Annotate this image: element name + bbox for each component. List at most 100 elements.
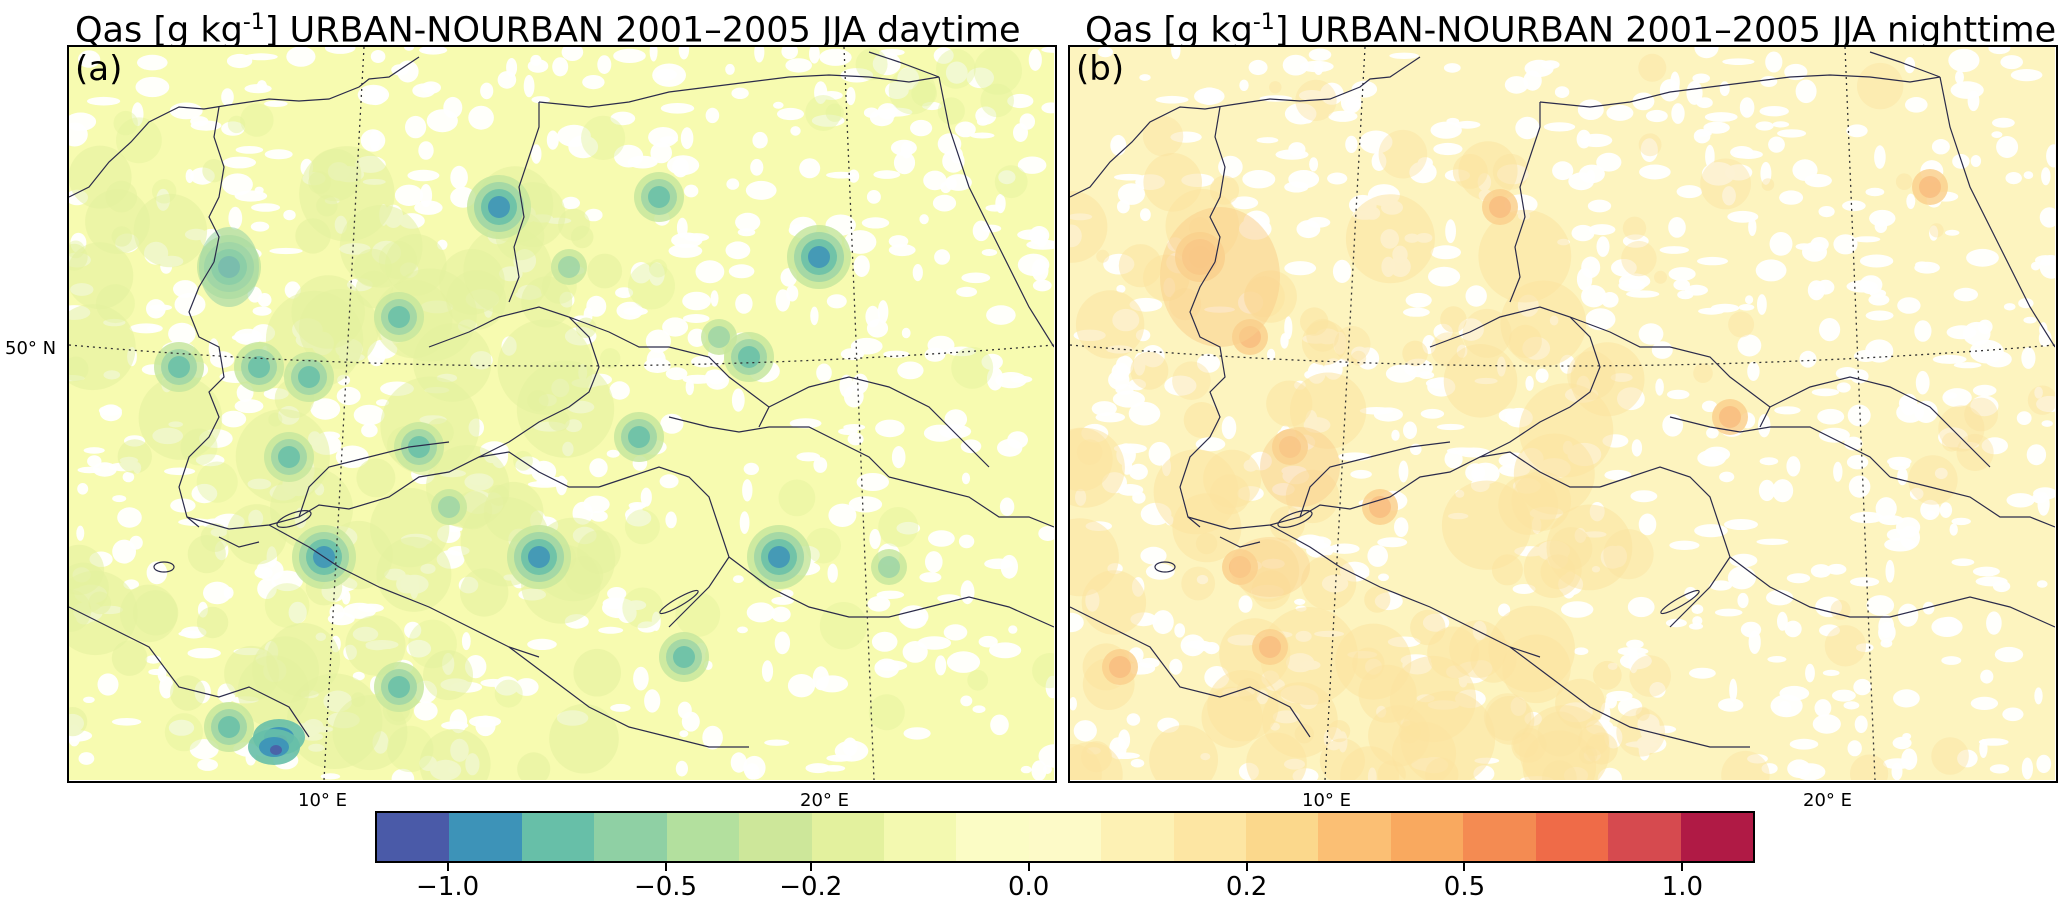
lakes [1154,510,1700,615]
border-line [1939,76,2055,348]
city-hotspot [648,186,670,208]
colorbar-cell [1608,813,1681,861]
border-line [938,76,1054,348]
city-hotspot [408,436,430,458]
panel-b-title: Qas [g kg-1] URBAN-NOURBAN 2001–2005 JJA… [1085,10,2057,51]
colorbar-cell [1173,813,1247,861]
lon-label-a-10e: 10° E [298,790,347,811]
city-hotspot [168,356,190,378]
border-line [178,261,225,528]
border-line [668,416,890,478]
border-line [218,536,260,548]
city-hotspot [388,676,410,698]
country-borders [1070,51,2055,748]
border-line [868,51,940,78]
anomaly-blobs [1070,53,2055,780]
border-line [1070,56,1421,198]
parallel-50n [69,344,1054,367]
meridian-10e [1324,47,1366,780]
city-hotspot [438,496,460,518]
border-line [508,646,749,748]
panel-a-label: (a) [75,49,123,89]
colorbar-tick-mark [809,863,812,871]
lon-label-a-20e: 20° E [800,790,849,811]
colorbar-cell [1318,813,1391,861]
colorbar-cell [1535,813,1609,861]
anomaly-blobs [69,47,1054,780]
colorbar-cell [1246,813,1319,861]
border-line [1669,416,1891,478]
border-line [1269,524,1541,658]
colorbar-tick-mark [1463,863,1466,871]
city-hotspot [218,716,240,738]
graticule [69,47,1054,780]
lakes [153,510,699,615]
border-line [1179,261,1226,528]
border-line [186,451,599,530]
city-hotspot [768,546,790,568]
border-line [598,466,730,628]
colorbar-cell [666,813,740,861]
city-hotspot [488,196,510,218]
border-line [1209,106,1226,263]
meridian-20e [843,47,875,780]
border-line [568,316,770,428]
border-line [768,376,990,468]
city-hotspot [558,256,580,278]
city-hotspot [1229,556,1251,578]
colorbar-cell [449,813,522,861]
colorbar-cell [1101,813,1174,861]
lat-label-50n: 50° N [5,338,57,359]
colorbar-cell [521,813,595,861]
border-line [1070,606,1311,738]
border-line [1509,102,1541,303]
border-line [268,524,540,658]
graticule [1070,47,2055,780]
colorbar-tick-mark [1027,863,1030,871]
panel-b-label: (b) [1076,49,1125,89]
colorbar-tick-mark [664,863,667,871]
border-line [1219,536,1261,548]
city-hotspot [1369,496,1391,518]
colorbar-cell [377,813,450,861]
border-line [428,306,600,458]
border-line [69,606,310,738]
city-hotspot [808,246,830,268]
border-line [1187,451,1600,530]
border-line [1299,441,1451,518]
border-line [538,74,940,108]
city-hotspot [738,346,760,368]
border-line [1539,74,1941,108]
colorbar-tick-label: 0.0 [1007,872,1050,902]
colorbar-cell [739,813,812,861]
meridian-10e [323,47,365,780]
city-hotspot [1109,656,1131,678]
map-a-canvas [69,47,1054,780]
border-line [888,476,1054,528]
colorbar-cell [1463,813,1536,861]
border-line [1889,476,2055,528]
city-hotspot [628,426,650,448]
colorbar-cell [1390,813,1464,861]
colorbar-tick-label: 0.5 [1443,872,1486,902]
city-hotspot [388,306,410,328]
colorbar-cell [883,813,957,861]
border-line [1869,51,1941,78]
border-line [1509,646,1750,748]
map-b-canvas [1070,47,2055,780]
country-borders [69,51,1054,748]
lon-label-b-10e: 10° E [1302,790,1351,811]
border-line [508,102,540,303]
colorbar [375,811,1755,863]
colorbar-cell [594,813,667,861]
border-line [208,106,225,263]
city-hotspot [1259,636,1281,658]
border-line [69,56,420,198]
city-hotspot [878,556,900,578]
colorbar-cell [811,813,884,861]
city-hotspot [298,366,320,388]
border-line [1769,376,1991,468]
border-line [1429,306,1601,458]
border-line [1599,466,1731,628]
parallel-50n [1070,344,2055,367]
